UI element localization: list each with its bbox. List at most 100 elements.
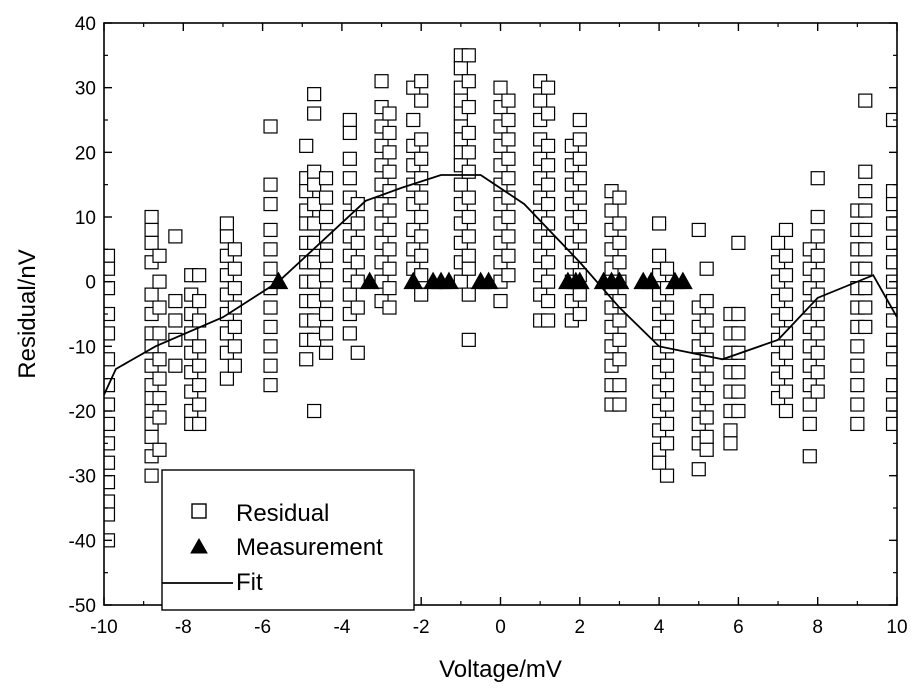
residual-point: [659, 300, 675, 315]
residual-point: [850, 358, 865, 373]
residual-point: [382, 261, 397, 276]
legend-measurement-label: Measurement: [236, 534, 383, 561]
residual-point: [382, 300, 397, 315]
measurement-point: [478, 271, 499, 290]
measurement-point: [673, 271, 693, 290]
residual-point: [501, 171, 516, 186]
residual-point: [659, 436, 675, 451]
residual-point: [778, 287, 794, 302]
residual-point: [414, 229, 429, 244]
residual-point: [414, 151, 429, 166]
residual-point: [414, 171, 429, 186]
residual-point: [810, 384, 825, 399]
residual-point: [192, 339, 207, 354]
residual-point: [501, 151, 516, 166]
residual-point: [414, 209, 429, 225]
residual-point: [802, 449, 817, 464]
residual-point: [858, 203, 873, 218]
residual-point: [152, 248, 167, 263]
residual-point: [192, 293, 207, 309]
residual-point: [453, 61, 468, 76]
residual-point: [414, 190, 429, 205]
x-tick-label: -6: [254, 617, 271, 638]
residual-point: [461, 209, 476, 225]
residual-point: [651, 248, 667, 263]
residual-point: [104, 261, 116, 276]
residual-point: [342, 171, 357, 186]
measurement-point: [641, 271, 662, 290]
residual-point: [850, 339, 865, 354]
residual-point: [659, 468, 675, 483]
residual-point: [382, 145, 397, 160]
residual-point: [651, 216, 667, 231]
residual-point: [318, 345, 334, 360]
residual-point: [731, 326, 746, 341]
residual-point: [307, 293, 322, 309]
residual-point: [342, 326, 357, 341]
x-tick-label: 10: [886, 617, 907, 638]
residual-point: [227, 281, 242, 296]
x-tick-label: -4: [333, 617, 350, 638]
x-tick-label: 6: [733, 617, 744, 638]
residual-point: [659, 378, 675, 393]
residual-point: [307, 87, 322, 102]
residual-point: [810, 326, 825, 341]
residual-point: [152, 371, 167, 386]
residual-point: [263, 319, 278, 335]
residual-point: [461, 248, 476, 263]
x-tick-label: -10: [90, 617, 117, 638]
residual-point: [168, 293, 183, 309]
residual-point: [414, 74, 429, 89]
residual-point: [350, 345, 365, 360]
residual-point: [104, 416, 116, 432]
residual-point: [699, 390, 714, 406]
residual-point: [104, 306, 116, 322]
residual-point: [572, 248, 587, 263]
residual-point: [227, 358, 242, 373]
axes: -10 -8 -6 -4 -2 0 2 4 6 8 10-50-40-30-20-100102030…: [69, 14, 908, 638]
residual-point: [885, 352, 897, 367]
legend-box: [161, 469, 415, 611]
residual-point: [414, 248, 429, 263]
residual-point: [152, 326, 167, 341]
residual-point: [318, 306, 334, 322]
residual-point: [612, 255, 627, 270]
measurement-point: [609, 271, 630, 290]
residual-point: [858, 281, 873, 296]
residual-point: [858, 261, 873, 276]
residual-point: [778, 326, 794, 341]
residual-point: [227, 339, 242, 354]
residual-point: [810, 268, 825, 283]
residual-point: [501, 93, 516, 108]
residual-point: [263, 358, 278, 373]
legend-residual-marker: [191, 503, 207, 519]
residual-point: [850, 416, 865, 432]
residual-point: [858, 164, 873, 179]
x-tick-label: -8: [175, 617, 192, 638]
residual-point: [382, 281, 397, 296]
residual-point: [501, 132, 516, 147]
residual-point: [307, 106, 322, 121]
x-tick-label: 4: [654, 617, 665, 638]
residual-point: [691, 462, 706, 477]
residual-point: [104, 455, 116, 470]
residual-point: [350, 255, 365, 270]
residual-point: [540, 274, 556, 289]
residual-point: [227, 261, 242, 276]
residual-point: [263, 261, 278, 276]
residual-point: [461, 332, 476, 347]
residual-point: [540, 158, 556, 173]
residual-point: [699, 371, 714, 386]
residual-point: [152, 352, 167, 367]
residual-point: [810, 365, 825, 380]
residual-point: [144, 468, 159, 483]
residual-point: [144, 287, 159, 302]
residual-point: [802, 397, 817, 412]
residual-point: [770, 235, 786, 250]
residual-point: [723, 423, 738, 438]
residual-point: [493, 293, 508, 309]
residual-point: [778, 403, 794, 419]
residual-point: [152, 274, 167, 289]
residual-point: [168, 313, 183, 328]
residual-point: [318, 287, 334, 302]
